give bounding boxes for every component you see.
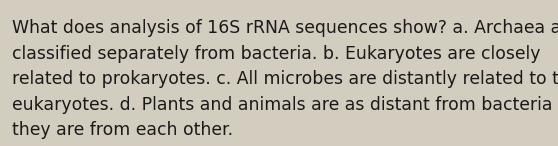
Text: What does analysis of 16S rRNA sequences show? a. Archaea are: What does analysis of 16S rRNA sequences…: [12, 19, 558, 37]
Text: related to prokaryotes. c. All microbes are distantly related to the: related to prokaryotes. c. All microbes …: [12, 70, 558, 88]
Text: classified separately from bacteria. b. Eukaryotes are closely: classified separately from bacteria. b. …: [12, 45, 541, 62]
Text: eukaryotes. d. Plants and animals are as distant from bacteria as: eukaryotes. d. Plants and animals are as…: [12, 96, 558, 114]
Text: they are from each other.: they are from each other.: [12, 121, 233, 139]
